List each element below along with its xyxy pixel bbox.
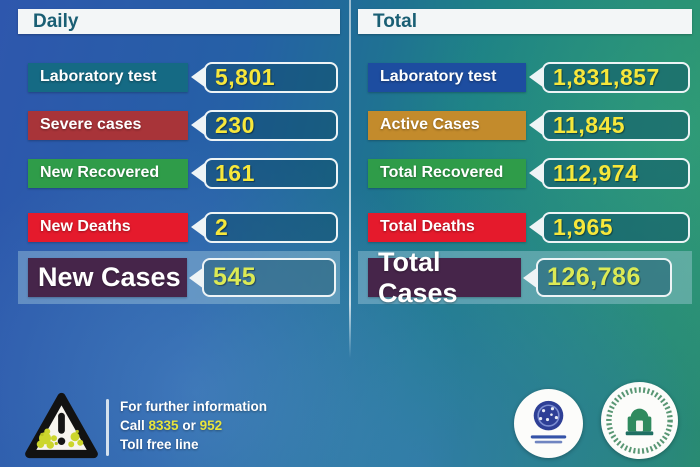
total-laboratory-test-row: Laboratory test 1,831,857 — [368, 60, 690, 94]
stat-value: 5,801 — [215, 63, 276, 90]
stat-value-box: 2 — [204, 211, 338, 243]
stat-value-box: 161 — [204, 157, 338, 189]
stat-label-bar: New Recovered — [28, 158, 188, 188]
total-cases-row: Total Cases 126,786 — [358, 247, 692, 308]
stat-value: 1,831,857 — [553, 63, 660, 90]
daily-new-recovered-row: New Recovered 161 — [28, 156, 338, 190]
or-word: or — [182, 418, 196, 433]
stat-value-box: 112,974 — [542, 157, 690, 189]
ministry-of-health-globe-logo — [514, 389, 583, 458]
hotline-line1: For further information — [120, 399, 267, 414]
stat-value-box: 545 — [202, 258, 336, 297]
stat-label: New Recovered — [40, 164, 160, 181]
total-header: Total — [358, 9, 692, 34]
total-title: Total — [373, 10, 417, 32]
daily-severe-cases-row: Severe cases 230 — [28, 108, 338, 142]
stat-label: New Deaths — [40, 218, 131, 235]
daily-laboratory-test-row: Laboratory test 5,801 — [28, 60, 338, 94]
daily-new-cases-row: New Cases 545 — [18, 251, 340, 304]
call-word: Call — [120, 418, 145, 433]
public-health-institute-emblem-logo — [601, 382, 678, 459]
total-column: Total Laboratory test 1,831,857 Active C… — [358, 0, 692, 360]
stat-label-bar: Laboratory test — [368, 62, 526, 92]
hotline-number-2: 952 — [199, 418, 223, 433]
stat-label-bar: Laboratory test — [28, 62, 188, 92]
stat-value-box: 126,786 — [536, 258, 672, 297]
stat-value-box: 1,831,857 — [542, 61, 690, 93]
total-recovered-row: Total Recovered 112,974 — [368, 156, 690, 190]
corona-warning-triangle-icon — [24, 391, 99, 460]
stat-label: New Cases — [38, 262, 181, 292]
total-deaths-row: Total Deaths 1,965 — [368, 210, 690, 244]
hotline-line2: Call 8335 or 952 — [120, 416, 267, 435]
stat-label: Total Deaths — [380, 218, 475, 235]
stat-label-bar: New Deaths — [28, 212, 188, 242]
hotline-info: For further information Call 8335 or 952… — [120, 397, 267, 454]
stat-label: Active Cases — [380, 116, 480, 133]
stat-label-bar: Total Deaths — [368, 212, 526, 242]
stat-value: 2 — [215, 213, 229, 240]
stat-value: 11,845 — [553, 111, 626, 138]
stat-label-bar: Severe cases — [28, 110, 188, 140]
footer-divider — [106, 399, 109, 456]
daily-header: Daily — [18, 9, 340, 34]
stat-label: Total Recovered — [380, 164, 504, 181]
stat-label: Laboratory test — [380, 68, 497, 85]
stat-label-bar: Total Recovered — [368, 158, 526, 188]
daily-new-deaths-row: New Deaths 2 — [28, 210, 338, 244]
stat-label-bar: New Cases — [28, 258, 187, 297]
stat-value: 112,974 — [553, 159, 639, 186]
stat-value: 161 — [215, 159, 255, 186]
stat-label: Total Cases — [378, 246, 458, 308]
stat-value: 545 — [213, 263, 257, 291]
daily-title: Daily — [33, 10, 79, 32]
hotline-line3: Toll free line — [120, 437, 199, 452]
total-active-cases-row: Active Cases 11,845 — [368, 108, 690, 142]
column-divider — [349, 0, 351, 358]
stat-value-box: 5,801 — [204, 61, 338, 93]
daily-column: Daily Laboratory test 5,801 Severe cases… — [18, 0, 340, 360]
stat-label: Severe cases — [40, 116, 142, 133]
stat-label-bar: Total Cases — [368, 247, 521, 308]
stat-value-box: 230 — [204, 109, 338, 141]
stat-value: 230 — [215, 111, 255, 138]
stat-value: 126,786 — [547, 263, 641, 291]
stat-label-bar: Active Cases — [368, 110, 526, 140]
hotline-number-1: 8335 — [148, 418, 179, 433]
stat-value-box: 1,965 — [542, 211, 690, 243]
stat-label: Laboratory test — [40, 68, 157, 85]
stat-value-box: 11,845 — [542, 109, 690, 141]
stat-value: 1,965 — [553, 213, 614, 240]
